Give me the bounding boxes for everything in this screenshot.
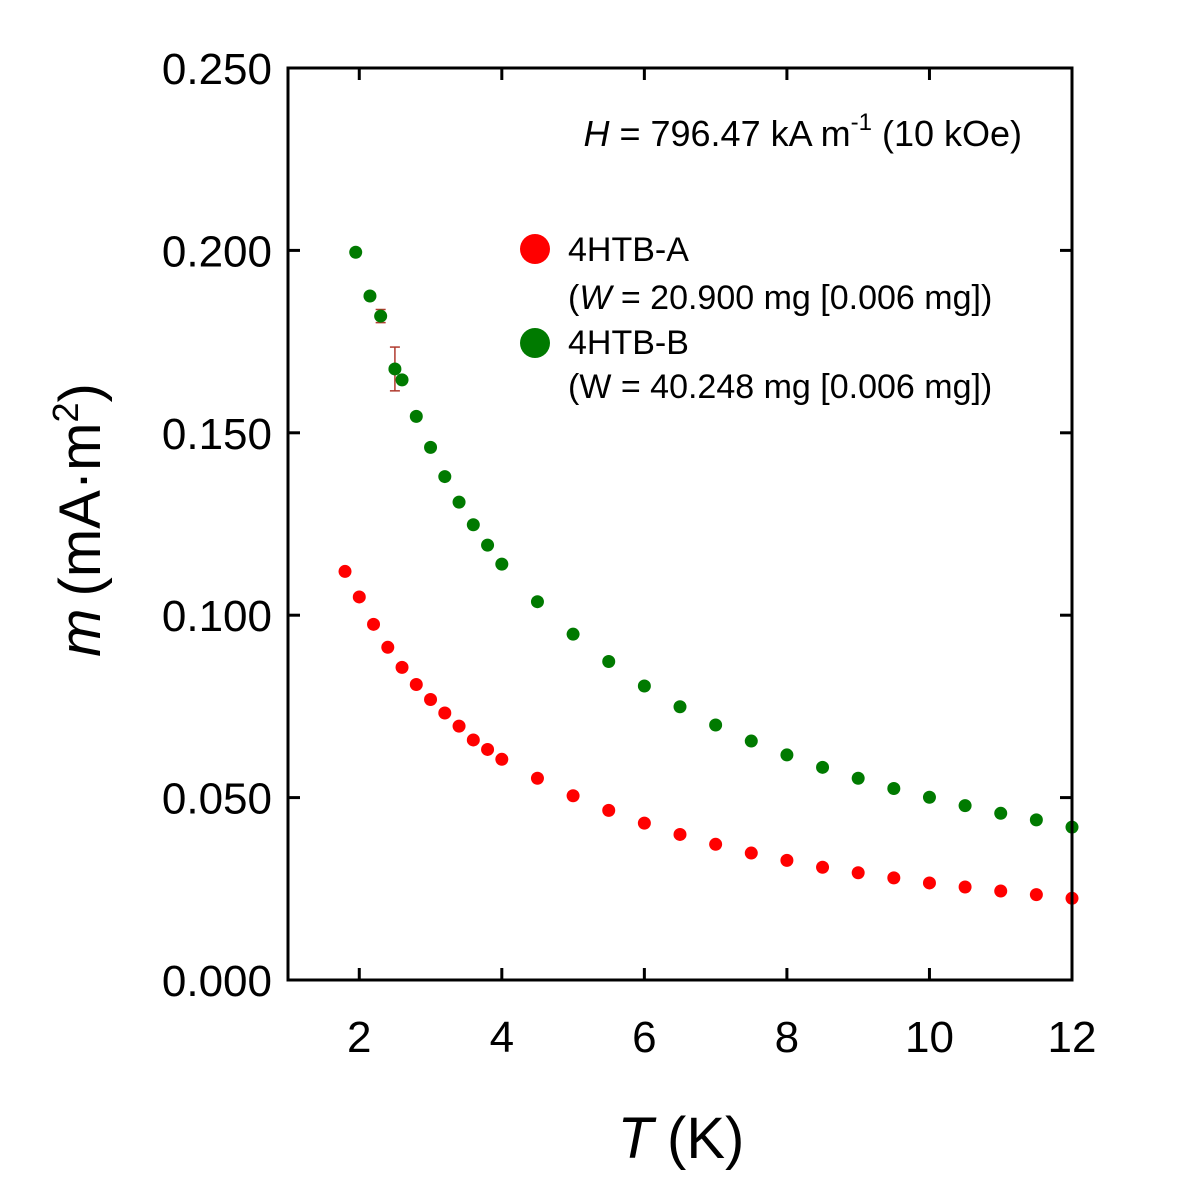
y-tick-label: 0.100	[162, 592, 272, 641]
data-point-4htb-a	[495, 752, 509, 766]
data-point-4htb-b	[673, 700, 687, 714]
x-axis-title: T (K)	[618, 1106, 745, 1171]
data-point-4htb-b	[466, 518, 480, 532]
data-point-4htb-b	[424, 440, 438, 454]
data-point-4htb-b	[1029, 813, 1043, 827]
data-point-4htb-a	[381, 640, 395, 654]
x-tick-label: 4	[490, 1013, 514, 1062]
field-annotation-sup: -1	[851, 109, 872, 136]
data-point-4htb-b	[481, 538, 495, 552]
plot-frame	[286, 66, 1074, 982]
data-point-4htb-a	[994, 884, 1008, 898]
data-point-4htb-b	[744, 734, 758, 748]
data-point-4htb-b	[780, 748, 794, 762]
legend-weight-4htb-b: (W = 40.248 mg [0.006 mg])	[568, 368, 992, 406]
data-point-4htb-a	[395, 660, 409, 674]
y-tick-label: 0.000	[162, 957, 272, 1006]
data-point-4htb-b	[388, 362, 402, 376]
x-axis-unit: (K)	[667, 1106, 744, 1171]
data-point-4htb-a	[958, 880, 972, 894]
data-point-4htb-b	[530, 595, 544, 609]
points-layer	[338, 245, 1079, 905]
data-point-4htb-a	[637, 816, 651, 830]
data-point-4htb-b	[602, 655, 616, 669]
y-axis-unit-pre: (mA·m	[48, 423, 113, 597]
legend-label-4htb-a: 4HTB-A	[568, 231, 689, 269]
x-tick-label: 12	[1048, 1013, 1097, 1062]
data-point-4htb-a	[1029, 888, 1043, 902]
data-point-4htb-a	[816, 860, 830, 874]
data-point-4htb-b	[994, 806, 1008, 820]
data-point-4htb-a	[922, 876, 936, 890]
data-point-4htb-a	[851, 866, 865, 880]
y-tick-label: 0.150	[162, 410, 272, 459]
data-point-4htb-b	[349, 245, 363, 259]
x-tick-label: 2	[347, 1013, 371, 1062]
data-point-4htb-b	[452, 495, 466, 509]
data-point-4htb-a	[602, 803, 616, 817]
data-point-4htb-b	[816, 760, 830, 774]
y-tick-label: 0.050	[162, 775, 272, 824]
data-point-4htb-a	[438, 706, 452, 720]
data-point-4htb-b	[495, 557, 509, 571]
data-point-4htb-a	[887, 871, 901, 885]
legend-marker-4htb-b	[520, 328, 550, 358]
field-annotation-text: = 796.47 kA m	[609, 113, 850, 154]
data-point-4htb-b	[395, 373, 409, 387]
y-axis-unit-sup: 2	[45, 403, 86, 423]
legend: 4HTB-A (W = 20.900 mg [0.006 mg]) 4HTB-B…	[520, 231, 992, 406]
ticks-layer	[288, 66, 1074, 982]
data-point-4htb-b	[887, 781, 901, 795]
data-point-4htb-a	[352, 590, 366, 604]
data-point-4htb-b	[709, 718, 723, 732]
data-point-4htb-a	[466, 733, 480, 747]
legend-marker-4htb-a	[520, 234, 550, 264]
x-axis-symbol: T	[618, 1106, 657, 1171]
x-tick-label: 10	[905, 1013, 954, 1062]
field-annotation-symbol: H	[583, 113, 610, 154]
data-point-4htb-b	[958, 799, 972, 813]
data-point-4htb-b	[922, 790, 936, 804]
data-point-4htb-a	[367, 617, 381, 631]
x-tick-label: 6	[632, 1013, 656, 1062]
field-annotation: H = 796.47 kA m-1 (10 kOe)	[583, 109, 1022, 154]
y-axis-symbol: m	[48, 608, 113, 656]
legend-weight-4htb-a: (W = 20.900 mg [0.006 mg])	[568, 279, 992, 317]
data-point-4htb-b	[637, 679, 651, 693]
legend-weight-4htb-a-symbol: W	[579, 279, 614, 317]
data-point-4htb-a	[481, 742, 495, 756]
x-tick-label: 8	[775, 1013, 799, 1062]
data-point-4htb-a	[744, 846, 758, 860]
data-point-4htb-a	[780, 853, 794, 867]
data-point-4htb-a	[424, 692, 438, 706]
legend-weight-4htb-a-pre: (	[568, 279, 580, 317]
data-point-4htb-b	[363, 289, 377, 303]
legend-label-4htb-b: 4HTB-B	[568, 324, 689, 362]
data-point-4htb-a	[409, 678, 423, 692]
y-tick-label: 0.250	[162, 45, 272, 94]
labels-layer: 2 4 6 8 10 12 0.000 0.050 0.100 0.150 0.200 0.250	[162, 45, 1097, 1062]
data-point-4htb-b	[438, 470, 452, 484]
data-point-4htb-a	[338, 564, 352, 578]
y-tick-label: 0.200	[162, 227, 272, 276]
data-point-4htb-b	[409, 409, 423, 423]
data-point-4htb-b	[566, 627, 580, 641]
data-point-4htb-a	[709, 837, 723, 851]
data-point-4htb-a	[566, 789, 580, 803]
data-point-4htb-b	[851, 771, 865, 785]
data-point-4htb-a	[673, 827, 687, 841]
y-axis-title: m (mA·m2)	[45, 383, 113, 657]
data-point-4htb-a	[452, 719, 466, 733]
data-point-4htb-b	[374, 309, 388, 323]
data-point-4htb-a	[530, 771, 544, 785]
field-annotation-end: (10 kOe)	[872, 113, 1022, 154]
legend-weight-4htb-a-post: = 20.900 mg [0.006 mg])	[611, 279, 992, 317]
y-axis-unit-post: )	[48, 383, 113, 402]
